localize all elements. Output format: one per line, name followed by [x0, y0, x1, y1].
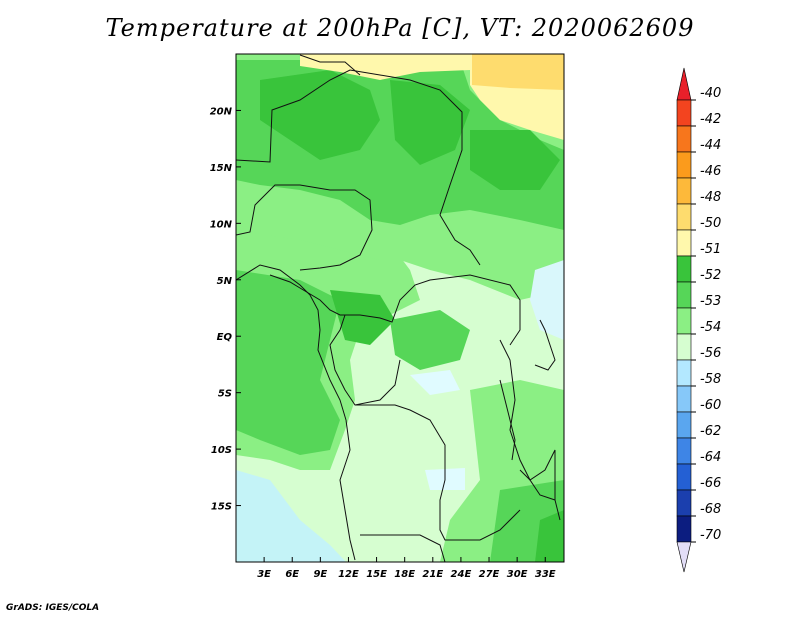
colorbar-segment: [676, 333, 692, 361]
credit-label: GrADS: IGES/COLA: [6, 603, 100, 613]
colorbar-label: -64: [700, 450, 721, 465]
y-tick-label: 20N: [210, 106, 233, 117]
map-borders: [236, 54, 561, 562]
region-mid-green-central: [390, 310, 470, 370]
colorbar-label: -50: [700, 216, 721, 231]
colorbar-segment: [676, 281, 692, 309]
y-tick-label: 5S: [218, 389, 232, 400]
region-pale-cyan-sw: [236, 470, 346, 562]
colorbar-label: -56: [700, 346, 721, 361]
border-east: [499, 339, 561, 521]
border-central: [269, 274, 521, 346]
colorbar-label: -70: [700, 528, 721, 543]
border-angola: [339, 419, 356, 561]
y-tick-label: EQ: [217, 332, 233, 343]
x-tick-label: 18E: [394, 569, 415, 580]
colorbar-label: -44: [700, 138, 721, 153]
colorbar-segment: [676, 463, 692, 491]
y-axis: 20N 15N 10N 5N EQ 5S 10S 15S: [210, 106, 241, 513]
colorbar-label: -51: [700, 242, 721, 257]
colorbar-arrow-top: [676, 67, 692, 101]
x-tick-label: 6E: [285, 569, 299, 580]
border-southwest: [360, 534, 446, 562]
colorbar-segment: [676, 437, 692, 465]
x-tick-label: 27E: [479, 569, 500, 580]
colorbar-label: -62: [700, 424, 721, 439]
x-tick-label: 21E: [422, 569, 443, 580]
lake-tanganyika: [499, 379, 516, 461]
region-mid-green-west: [236, 270, 340, 455]
colorbar-segment: [676, 229, 692, 257]
x-tick-label: 3E: [257, 569, 271, 580]
colorbar-label: -54: [700, 320, 721, 335]
colorbar-segment: [676, 99, 692, 127]
chart-title: Temperature at 200hPa [C], VT: 202006260…: [105, 14, 695, 42]
colorbar-segment: [676, 307, 692, 335]
region-pale-cyan-east: [530, 260, 564, 340]
colorbar-segment: [676, 125, 692, 153]
colorbar-arrow-bottom: [676, 541, 692, 573]
colorbar-label: -66: [700, 476, 721, 491]
colorbar-segment: [676, 177, 692, 205]
colorbar-label: -53: [700, 294, 721, 309]
x-tick-label: 9E: [313, 569, 327, 580]
colorbar-label: -40: [700, 86, 721, 101]
colorbar-label: -48: [700, 190, 721, 205]
y-tick-label: 10N: [210, 219, 233, 230]
colorbar-label: -42: [700, 112, 721, 127]
colorbar-label: -52: [700, 268, 721, 283]
region-dark-green-north-2: [390, 80, 470, 165]
colorbar-label: -68: [700, 502, 721, 517]
region-pale-cyan-center: [410, 370, 460, 395]
x-axis: 3E 6E 9E 12E 15E 18E 21E 24E 27E 30E 33E: [257, 557, 556, 580]
coastline-west: [236, 264, 347, 421]
colorbar-segment: [676, 411, 692, 439]
y-tick-label: 10S: [211, 445, 232, 456]
x-tick-label: 24E: [451, 569, 472, 580]
border-west-africa: [236, 184, 373, 271]
border-libya: [299, 54, 361, 76]
region-dark-green-north-1: [260, 70, 380, 160]
lake-malawi: [519, 469, 556, 501]
border-north: [236, 69, 481, 266]
colorbar-segment: [676, 151, 692, 179]
colorbar-segment: [676, 203, 692, 231]
colorbar: -40 -42 -44 -46 -48 -50 -51 -52 -53 -54 -56 -58 -60 -…: [676, 67, 721, 573]
x-tick-label: 15E: [366, 569, 387, 580]
y-tick-label: 15N: [210, 163, 233, 174]
lake-victoria: [534, 319, 556, 371]
region-warm-orange-northeast: [472, 54, 564, 90]
colorbar-segment: [676, 359, 692, 387]
x-tick-label: 30E: [507, 569, 528, 580]
y-tick-label: 5N: [217, 276, 233, 287]
region-dark-green-southeast: [535, 510, 564, 562]
map-plot-area: [236, 54, 564, 562]
y-tick-label: 15S: [211, 502, 232, 513]
plot-frame: [235, 53, 565, 563]
colorbar-segment: [676, 385, 692, 413]
x-tick-label: 12E: [338, 569, 359, 580]
colorbar-segment: [676, 489, 692, 517]
border-south-central: [355, 404, 521, 541]
colorbar-label: -58: [700, 372, 721, 387]
border-congo: [329, 314, 401, 406]
region-warm-yellow-north: [300, 54, 470, 80]
colorbar-label: -46: [700, 164, 721, 179]
colorbar-label: -60: [700, 398, 721, 413]
region-dark-green-north-3: [470, 130, 560, 190]
colorbar-segment: [676, 255, 692, 283]
region-dark-green-central: [330, 290, 395, 345]
x-tick-label: 33E: [535, 569, 556, 580]
colorbar-segment: [676, 515, 692, 543]
